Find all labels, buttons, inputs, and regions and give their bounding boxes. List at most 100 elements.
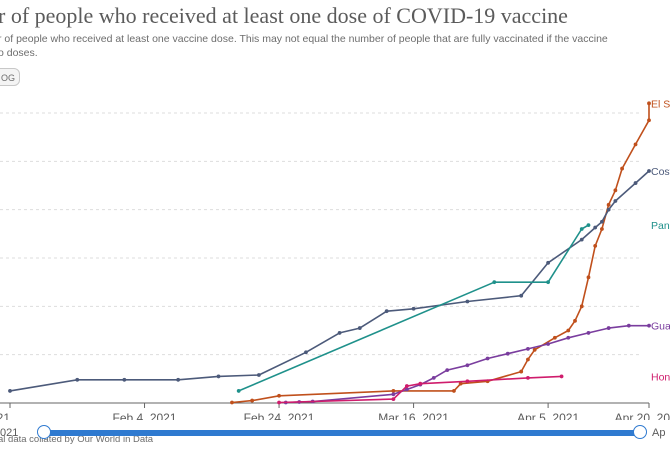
data-point[interactable] <box>579 227 584 231</box>
series-label-cost[interactable]: Cost <box>651 166 670 178</box>
timeline-end-label: Ap <box>652 427 666 439</box>
series-line-hon[interactable] <box>279 375 562 404</box>
data-point[interactable] <box>337 331 342 335</box>
x-tick-label: Apr 5, 2021 <box>517 411 579 420</box>
timeline-start-label: 021 <box>0 427 19 439</box>
data-point[interactable] <box>277 400 281 405</box>
data-point[interactable] <box>445 368 450 373</box>
data-point[interactable] <box>411 306 416 311</box>
data-point[interactable] <box>593 225 598 230</box>
data-point[interactable] <box>600 227 604 231</box>
data-point[interactable] <box>465 299 470 304</box>
data-point[interactable] <box>606 207 611 212</box>
data-point[interactable] <box>384 309 389 314</box>
data-source-note: al data collated by Our World in Data <box>0 434 154 445</box>
data-point[interactable] <box>613 199 618 203</box>
data-point[interactable] <box>559 374 564 379</box>
x-axis: 2021 Feb 4, 2021 Feb 24, 2021 Mar 16, 2021 A… <box>0 402 670 420</box>
chart-title: r of people who received at least one do… <box>0 3 568 28</box>
timeline-start-handle[interactable] <box>37 425 51 439</box>
series-line-cost[interactable] <box>9 170 650 392</box>
x-tick-label: Apr 20, 2021 <box>615 411 670 420</box>
x-tick-label: Feb 4, 2021 <box>112 411 176 420</box>
data-point[interactable] <box>526 357 530 362</box>
data-point[interactable] <box>492 280 497 285</box>
data-point[interactable] <box>391 389 396 393</box>
data-point[interactable] <box>586 275 591 280</box>
x-tick-label: Feb 24, 2021 <box>244 411 315 420</box>
data-point[interactable] <box>485 356 490 361</box>
data-point[interactable] <box>546 280 551 285</box>
data-point[interactable] <box>626 323 631 328</box>
data-point[interactable] <box>431 375 436 380</box>
data-point[interactable] <box>519 293 524 298</box>
data-point[interactable] <box>519 369 524 374</box>
series-label-el-sa[interactable]: El Sa <box>651 98 670 110</box>
data-point[interactable] <box>633 142 638 147</box>
data-point[interactable] <box>236 389 241 393</box>
data-point[interactable] <box>579 304 584 309</box>
data-point[interactable] <box>593 244 598 248</box>
series-label-pana[interactable]: Pana <box>651 220 670 232</box>
data-point[interactable] <box>586 223 591 228</box>
series-label-gua[interactable]: Gua <box>651 321 670 333</box>
data-point[interactable] <box>573 318 577 323</box>
series-lines <box>8 101 651 405</box>
data-point[interactable] <box>75 377 80 382</box>
data-point[interactable] <box>176 377 181 382</box>
data-point[interactable] <box>404 384 409 388</box>
data-point[interactable] <box>277 393 281 398</box>
timeline-end-handle[interactable] <box>633 425 647 439</box>
data-point[interactable] <box>526 375 530 380</box>
data-point[interactable] <box>620 166 624 171</box>
line-chart: 2021 Feb 4, 2021 Feb 24, 2021 Mar 16, 2021 A… <box>0 98 670 420</box>
data-point[interactable] <box>532 347 537 352</box>
data-point[interactable] <box>250 398 255 403</box>
data-point[interactable] <box>606 202 611 207</box>
data-point[interactable] <box>647 118 651 123</box>
data-point[interactable] <box>566 328 571 333</box>
data-point[interactable] <box>633 181 638 185</box>
data-point[interactable] <box>256 373 261 377</box>
data-point[interactable] <box>122 377 127 382</box>
data-point[interactable] <box>404 387 409 392</box>
x-tick-label: 2021 <box>0 411 10 420</box>
timeline-slider[interactable]: 021 Ap <box>0 422 670 446</box>
data-point[interactable] <box>647 323 651 328</box>
gridlines <box>0 112 640 356</box>
series-label-hon[interactable]: Hon <box>651 371 670 383</box>
data-point[interactable] <box>526 346 530 351</box>
log-scale-toggle[interactable]: OG <box>0 68 20 86</box>
data-point[interactable] <box>391 397 396 402</box>
data-point[interactable] <box>613 188 618 193</box>
data-point[interactable] <box>505 351 510 356</box>
data-point[interactable] <box>546 342 551 346</box>
subtitle-line-2: o doses. <box>0 47 38 59</box>
data-point[interactable] <box>304 350 308 355</box>
series-line-gua[interactable] <box>285 324 649 404</box>
data-point[interactable] <box>647 169 651 173</box>
data-point[interactable] <box>357 326 362 330</box>
data-point[interactable] <box>586 331 591 335</box>
data-point[interactable] <box>458 381 463 386</box>
data-point[interactable] <box>8 389 12 393</box>
series-labels: El Sa Cost Pana Gua Hon <box>651 98 670 383</box>
data-point[interactable] <box>465 363 470 368</box>
data-point[interactable] <box>606 326 611 330</box>
chart-subtitle: r of people who received at least one va… <box>0 32 670 60</box>
data-point[interactable] <box>230 400 234 405</box>
timeline-track[interactable] <box>44 430 640 436</box>
data-point[interactable] <box>600 219 604 224</box>
data-point[interactable] <box>452 389 456 393</box>
data-point[interactable] <box>546 260 551 265</box>
subtitle-line-1: r of people who received at least one va… <box>0 33 608 45</box>
data-point[interactable] <box>418 381 423 386</box>
data-point[interactable] <box>566 335 571 340</box>
data-point[interactable] <box>391 392 396 397</box>
data-point[interactable] <box>647 101 651 106</box>
data-point[interactable] <box>465 379 470 384</box>
x-tick-label: Mar 16, 2021 <box>378 411 449 420</box>
data-point[interactable] <box>579 237 584 242</box>
data-point[interactable] <box>552 335 557 340</box>
data-point[interactable] <box>216 374 221 379</box>
